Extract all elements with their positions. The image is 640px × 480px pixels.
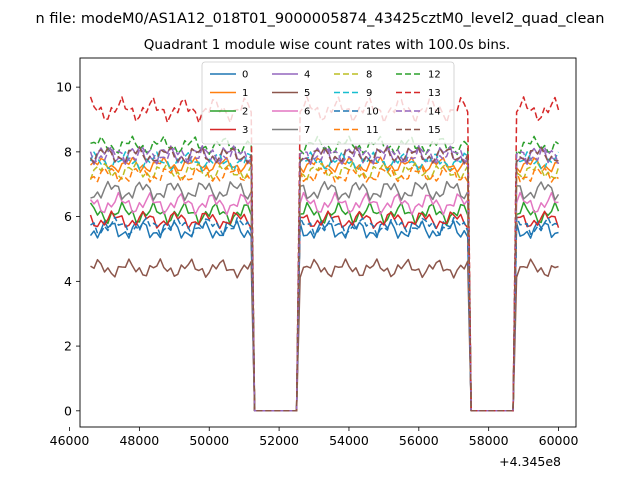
series-line-15: [89, 146, 559, 412]
legend-label: 2: [242, 107, 248, 118]
x-tick-label: 60000: [539, 433, 579, 448]
legend-label: 8: [366, 70, 372, 81]
y-tick-label: 10: [56, 80, 72, 95]
x-tick-label: 52000: [259, 433, 299, 448]
legend-label: 3: [242, 125, 248, 136]
y-tick-label: 2: [64, 339, 72, 354]
y-tick-label: 0: [64, 403, 72, 418]
legend-label: 4: [304, 70, 310, 81]
x-tick-label: 56000: [399, 433, 439, 448]
y-tick-label: 6: [64, 209, 72, 224]
legend-box: [201, 61, 455, 145]
x-offset-label: +4.345e8: [499, 454, 561, 469]
figure-suptitle: n file: modeM0/AS1A12_018T01_9000005874_…: [36, 11, 605, 27]
chart-title: Quadrant 1 module wise count rates with …: [144, 37, 510, 53]
x-tick-label: 46000: [50, 433, 90, 448]
legend-label: 10: [366, 107, 379, 118]
legend-label: 13: [428, 88, 441, 99]
legend-label: 9: [366, 88, 372, 99]
legend-label: 0: [242, 70, 248, 81]
series-layer: [89, 96, 560, 412]
legend-label: 6: [304, 107, 310, 118]
axes-frame: [79, 57, 577, 428]
x-tick-label: 50000: [189, 433, 229, 448]
legend-label: 11: [366, 125, 379, 136]
legend-label: 7: [304, 125, 310, 136]
legend-label: 14: [428, 107, 441, 118]
legend-label: 15: [428, 125, 441, 136]
y-tick-label: 8: [64, 144, 72, 159]
legend-label: 5: [304, 88, 310, 99]
x-tick-label: 58000: [469, 433, 509, 448]
x-tick-label: 48000: [119, 433, 159, 448]
legend-label: 12: [428, 70, 441, 81]
axes-layer: 46000 48000 50000 52000 54000 56000 58000 60000…: [50, 80, 579, 448]
x-tick-label: 54000: [329, 433, 369, 448]
legend-label: 1: [242, 88, 248, 99]
y-tick-label: 4: [64, 274, 72, 289]
